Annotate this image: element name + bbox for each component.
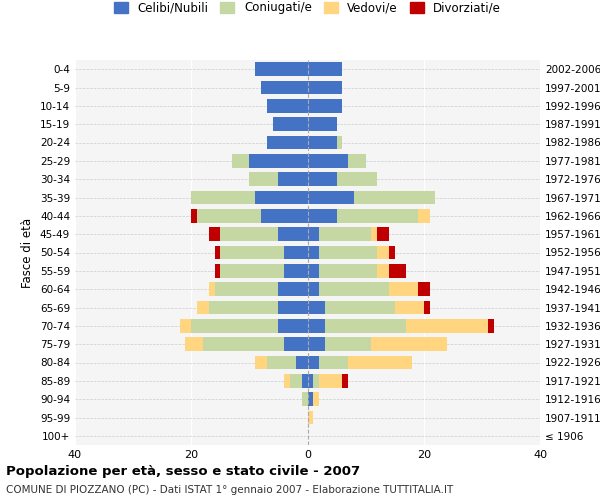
Bar	[377, 228, 389, 241]
Bar	[284, 264, 308, 278]
Bar	[215, 246, 220, 260]
Bar	[191, 319, 278, 332]
Bar	[284, 246, 308, 260]
Bar	[319, 228, 371, 241]
Bar	[250, 172, 278, 186]
Bar	[220, 264, 284, 278]
Bar	[308, 80, 343, 94]
Bar	[348, 154, 365, 168]
Bar	[371, 338, 447, 351]
Bar	[302, 392, 308, 406]
Bar	[308, 228, 319, 241]
Bar	[308, 300, 325, 314]
Bar	[308, 319, 325, 332]
Bar	[250, 154, 308, 168]
Bar	[319, 374, 343, 388]
Bar	[261, 80, 308, 94]
Bar	[261, 209, 308, 222]
Bar	[272, 118, 308, 131]
Bar	[406, 319, 488, 332]
Bar	[377, 246, 389, 260]
Bar	[220, 246, 284, 260]
Bar	[290, 374, 302, 388]
Bar	[278, 319, 308, 332]
Bar	[185, 338, 203, 351]
Bar	[308, 209, 337, 222]
Bar	[313, 392, 319, 406]
Bar	[308, 154, 348, 168]
Bar	[255, 356, 267, 370]
Bar	[179, 319, 191, 332]
Bar	[389, 282, 418, 296]
Y-axis label: Fasce di età: Fasce di età	[22, 218, 34, 288]
Bar	[308, 338, 325, 351]
Bar	[267, 356, 296, 370]
Bar	[354, 190, 436, 204]
Bar	[278, 300, 308, 314]
Bar	[296, 356, 308, 370]
Text: Popolazione per età, sesso e stato civile - 2007: Popolazione per età, sesso e stato civil…	[6, 465, 360, 478]
Bar	[209, 282, 215, 296]
Bar	[267, 136, 308, 149]
Bar	[209, 300, 278, 314]
Bar	[418, 282, 430, 296]
Bar	[203, 338, 284, 351]
Bar	[319, 282, 389, 296]
Bar	[191, 209, 197, 222]
Bar	[308, 136, 337, 149]
Bar	[337, 172, 377, 186]
Bar	[343, 374, 348, 388]
Bar	[308, 118, 337, 131]
Bar	[278, 282, 308, 296]
Bar	[418, 209, 430, 222]
Bar	[325, 319, 406, 332]
Bar	[267, 99, 308, 112]
Bar	[337, 209, 418, 222]
Bar	[284, 338, 308, 351]
Bar	[308, 62, 343, 76]
Bar	[377, 264, 389, 278]
Bar	[302, 374, 308, 388]
Bar	[284, 374, 290, 388]
Bar	[308, 410, 313, 424]
Bar	[395, 300, 424, 314]
Legend: Celibi/Nubili, Coniugati/e, Vedovi/e, Divorziati/e: Celibi/Nubili, Coniugati/e, Vedovi/e, Di…	[109, 0, 506, 19]
Bar	[371, 228, 377, 241]
Text: COMUNE DI PIOZZANO (PC) - Dati ISTAT 1° gennaio 2007 - Elaborazione TUTTITALIA.I: COMUNE DI PIOZZANO (PC) - Dati ISTAT 1° …	[6, 485, 453, 495]
Bar	[197, 209, 261, 222]
Bar	[319, 246, 377, 260]
Bar	[197, 300, 209, 314]
Bar	[308, 264, 319, 278]
Bar	[308, 392, 313, 406]
Bar	[319, 264, 377, 278]
Bar	[308, 190, 354, 204]
Bar	[348, 356, 412, 370]
Bar	[278, 228, 308, 241]
Bar	[308, 246, 319, 260]
Bar	[308, 172, 337, 186]
Bar	[319, 356, 348, 370]
Bar	[220, 228, 278, 241]
Bar	[278, 172, 308, 186]
Bar	[215, 282, 278, 296]
Bar	[308, 282, 319, 296]
Bar	[308, 374, 313, 388]
Bar	[232, 154, 250, 168]
Bar	[325, 338, 371, 351]
Bar	[325, 300, 395, 314]
Bar	[424, 300, 430, 314]
Bar	[215, 264, 220, 278]
Bar	[389, 246, 395, 260]
Bar	[255, 190, 308, 204]
Bar	[337, 136, 343, 149]
Bar	[389, 264, 406, 278]
Bar	[488, 319, 493, 332]
Bar	[308, 356, 319, 370]
Bar	[255, 62, 308, 76]
Bar	[191, 190, 255, 204]
Bar	[313, 374, 319, 388]
Bar	[209, 228, 220, 241]
Bar	[308, 99, 343, 112]
